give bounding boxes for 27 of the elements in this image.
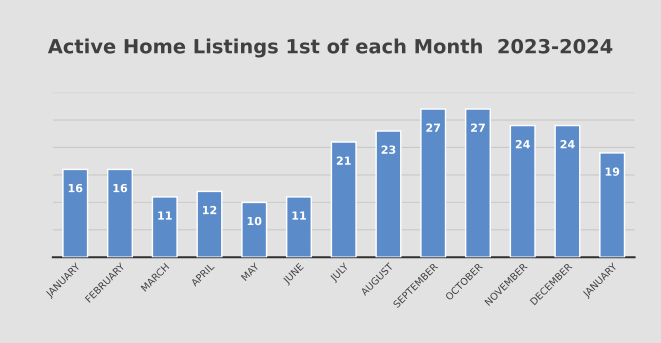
bar xyxy=(375,130,402,258)
bar xyxy=(420,108,446,258)
data-label: 11 xyxy=(292,211,306,220)
bar xyxy=(152,196,178,258)
data-label: 12 xyxy=(203,206,216,214)
bar xyxy=(106,168,133,258)
data-label: 10 xyxy=(248,216,262,226)
data-label: 23 xyxy=(382,145,396,154)
data-label: 27 xyxy=(426,124,440,132)
bar xyxy=(599,152,626,258)
bar xyxy=(554,124,580,258)
bar xyxy=(464,108,491,258)
bar xyxy=(286,196,312,258)
bar xyxy=(510,124,536,258)
data-label: 27 xyxy=(471,124,485,132)
bar xyxy=(241,202,268,258)
data-label: 16 xyxy=(68,184,82,192)
bar xyxy=(330,141,357,258)
data-label: 24 xyxy=(516,140,530,148)
data-label: 11 xyxy=(158,211,172,220)
data-label: 21 xyxy=(336,156,351,165)
data-label: 16 xyxy=(114,184,128,192)
bar xyxy=(196,190,222,258)
bar xyxy=(62,168,88,258)
data-label: 19 xyxy=(606,167,620,176)
chart-title: Active Home Listings 1st of each Month 2023-2024 xyxy=(48,38,612,58)
data-label: 24 xyxy=(560,140,575,148)
